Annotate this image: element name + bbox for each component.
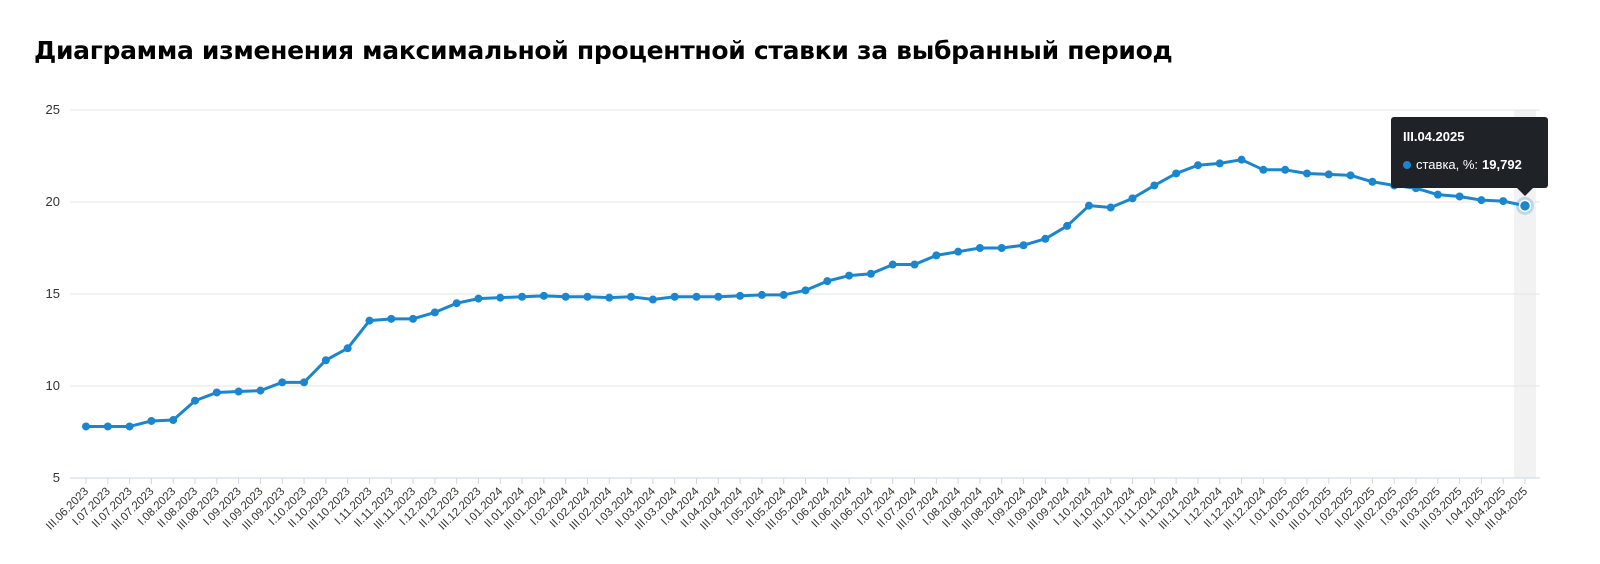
- chart-title: Диаграмма изменения максимальной процент…: [34, 36, 1173, 65]
- data-point[interactable]: [1106, 203, 1115, 212]
- data-point[interactable]: [714, 292, 723, 301]
- data-point[interactable]: [365, 316, 374, 325]
- tooltip-series-label: ставка, %:: [1416, 157, 1479, 172]
- data-point[interactable]: [300, 378, 309, 387]
- data-point[interactable]: [496, 293, 505, 302]
- data-point-active[interactable]: [1518, 199, 1532, 213]
- data-point[interactable]: [1150, 181, 1159, 190]
- tooltip-value: 19,792: [1482, 157, 1522, 172]
- data-point[interactable]: [321, 356, 330, 365]
- data-point[interactable]: [997, 244, 1006, 252]
- data-point[interactable]: [1128, 194, 1137, 203]
- data-point[interactable]: [409, 314, 418, 323]
- y-tick-label: 15: [46, 286, 60, 301]
- data-point[interactable]: [343, 344, 352, 353]
- grid-lines: [70, 109, 1540, 387]
- data-point[interactable]: [866, 269, 875, 278]
- data-point[interactable]: [82, 422, 90, 431]
- y-tick-label: 25: [46, 102, 60, 117]
- data-point[interactable]: [910, 260, 919, 269]
- data-point[interactable]: [125, 422, 134, 431]
- data-point[interactable]: [1215, 159, 1224, 168]
- x-axis: III.06.2023I.07.2023II.07.2023III.07.202…: [44, 477, 1540, 533]
- data-point[interactable]: [518, 292, 527, 301]
- y-tick-label: 10: [46, 378, 60, 393]
- data-point[interactable]: [692, 292, 701, 301]
- data-point[interactable]: [757, 290, 766, 299]
- y-axis: 5 10 15 20 25: [46, 102, 60, 485]
- data-point[interactable]: [845, 271, 854, 280]
- data-point[interactable]: [561, 292, 570, 301]
- data-point[interactable]: [1324, 170, 1333, 179]
- data-point[interactable]: [147, 416, 156, 425]
- data-point[interactable]: [975, 244, 984, 252]
- data-point[interactable]: [736, 291, 745, 300]
- data-point[interactable]: [1302, 169, 1311, 178]
- data-point[interactable]: [1063, 221, 1072, 230]
- tooltip: III.04.2025 ставка, %: 19,792: [1391, 117, 1548, 196]
- data-point[interactable]: [1433, 190, 1442, 199]
- data-point[interactable]: [888, 260, 897, 269]
- data-point[interactable]: [1455, 192, 1464, 201]
- data-points[interactable]: [82, 155, 1534, 431]
- data-point[interactable]: [627, 292, 636, 301]
- data-point[interactable]: [670, 292, 679, 301]
- series-dot-icon: [1403, 160, 1411, 169]
- data-point[interactable]: [191, 396, 200, 405]
- data-point[interactable]: [932, 251, 941, 260]
- y-tick-label: 20: [46, 194, 60, 209]
- data-point[interactable]: [605, 293, 614, 302]
- data-point[interactable]: [1259, 165, 1268, 174]
- data-point[interactable]: [430, 308, 439, 317]
- data-point[interactable]: [1237, 155, 1246, 164]
- data-point[interactable]: [1368, 177, 1377, 186]
- data-point[interactable]: [648, 295, 657, 304]
- data-point[interactable]: [539, 291, 548, 300]
- data-point[interactable]: [474, 294, 483, 303]
- data-point[interactable]: [234, 387, 243, 396]
- data-point[interactable]: [103, 422, 112, 431]
- data-point[interactable]: [1281, 165, 1290, 174]
- tooltip-title: III.04.2025: [1403, 129, 1465, 144]
- y-tick-label: 5: [53, 470, 60, 485]
- data-point[interactable]: [1499, 197, 1508, 206]
- data-point[interactable]: [1193, 161, 1202, 170]
- data-point[interactable]: [169, 416, 178, 425]
- data-point[interactable]: [387, 314, 396, 323]
- data-point[interactable]: [1346, 171, 1355, 180]
- data-point[interactable]: [1041, 234, 1050, 243]
- data-point[interactable]: [583, 292, 592, 301]
- data-point[interactable]: [256, 386, 265, 395]
- data-point[interactable]: [1477, 196, 1486, 205]
- data-point[interactable]: [212, 388, 221, 397]
- data-point[interactable]: [1172, 169, 1181, 178]
- data-point[interactable]: [278, 378, 287, 387]
- data-point[interactable]: [954, 247, 963, 256]
- data-point[interactable]: [1019, 241, 1028, 250]
- data-point[interactable]: [823, 277, 832, 286]
- data-point[interactable]: [801, 286, 810, 295]
- data-point[interactable]: [1084, 201, 1093, 210]
- data-point[interactable]: [779, 290, 788, 299]
- data-point[interactable]: [452, 299, 461, 308]
- tooltip-row: ставка, %: 19,792: [1403, 157, 1548, 172]
